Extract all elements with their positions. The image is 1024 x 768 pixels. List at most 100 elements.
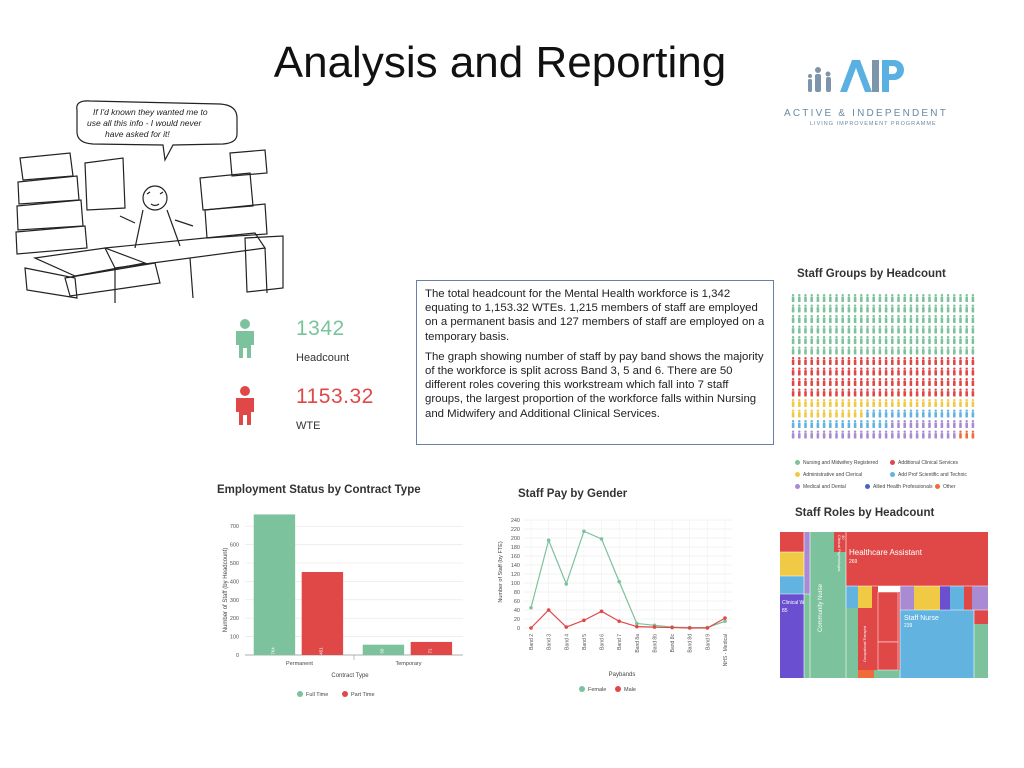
waffle-person <box>841 346 844 355</box>
line-legend-dot[interactable] <box>615 686 621 692</box>
waffle-person <box>971 388 975 397</box>
waffle-person <box>971 315 975 323</box>
line-series[interactable] <box>530 609 726 629</box>
bar[interactable] <box>410 641 453 655</box>
waffle-person <box>847 399 851 407</box>
waffle-person <box>804 325 807 334</box>
line-category-label: Band 3 <box>547 634 553 650</box>
waffle-person <box>878 315 882 323</box>
waffle-person <box>934 430 937 439</box>
line-category-label: Band 8b <box>652 634 658 653</box>
waffle-person <box>884 325 888 334</box>
waffle-person <box>971 294 975 302</box>
waffle-person <box>860 304 863 313</box>
waffle-person <box>940 304 944 313</box>
waffle-person <box>798 336 801 344</box>
waffle-person <box>804 409 807 418</box>
bar-legend-dot[interactable] <box>297 691 303 697</box>
waffle-person <box>903 420 906 428</box>
bar-legend-label[interactable]: Full Time <box>306 692 328 698</box>
line-point[interactable] <box>599 537 604 541</box>
line-point[interactable] <box>617 619 621 624</box>
line-point[interactable] <box>582 618 586 623</box>
line-point[interactable] <box>599 609 604 614</box>
line-point[interactable] <box>546 608 551 612</box>
line-point[interactable] <box>546 538 551 543</box>
legend-dot-icon <box>935 484 940 490</box>
waffle-person <box>909 325 913 334</box>
line-point[interactable] <box>617 579 621 584</box>
line-legend-dot[interactable] <box>579 686 585 692</box>
waffle-person <box>878 346 882 355</box>
line-point[interactable] <box>652 625 657 629</box>
waffle-person <box>798 325 801 334</box>
waffle-person <box>860 378 863 386</box>
waffle-person <box>965 304 968 313</box>
line-point[interactable] <box>582 529 586 534</box>
waffle-person <box>965 430 968 439</box>
waffle-person <box>903 346 906 355</box>
line-point[interactable] <box>723 619 727 624</box>
waffle-person <box>953 325 956 334</box>
waffle-person <box>866 304 869 313</box>
bar[interactable] <box>362 644 405 655</box>
waffle-person <box>965 346 968 355</box>
waffle-legend-item[interactable]: Allied Health Professionals <box>865 484 932 490</box>
line-point[interactable] <box>723 616 727 620</box>
waffle-person <box>953 409 956 418</box>
waffle-person <box>909 294 913 302</box>
waffle-person <box>909 367 913 376</box>
waffle-person <box>915 304 919 313</box>
waffle-legend-item[interactable]: Additional Clinical Services <box>890 460 958 466</box>
line-ytick: 220 <box>511 527 520 533</box>
line-point[interactable] <box>564 625 569 629</box>
waffle-person <box>853 367 857 376</box>
line-legend-label[interactable]: Female <box>588 687 606 693</box>
waffle-legend-item[interactable]: Medical and Dental <box>795 484 846 490</box>
waffle-person <box>922 315 925 323</box>
headcount-value: 1342 <box>296 317 345 340</box>
line-point[interactable] <box>529 626 533 630</box>
waffle-person <box>903 378 906 386</box>
waffle-legend-item[interactable]: Add Prof Scientific and Technic <box>890 472 967 478</box>
waffle-person <box>847 315 851 323</box>
bar-data-label: 56 <box>379 648 384 654</box>
bar-legend-label[interactable]: Part Time <box>351 692 375 698</box>
line-point[interactable] <box>635 624 639 629</box>
line-point[interactable] <box>635 621 639 626</box>
line-point[interactable] <box>687 626 692 630</box>
waffle-person <box>878 367 882 376</box>
legend-dot-icon <box>890 472 895 478</box>
waffle-person <box>928 409 931 418</box>
waffle-person <box>816 388 820 397</box>
waffle-person <box>903 315 906 323</box>
bar[interactable] <box>253 514 296 655</box>
line-series[interactable] <box>530 530 726 629</box>
waffle-person <box>798 346 801 355</box>
bar-legend-dot[interactable] <box>342 691 348 697</box>
line-legend-label[interactable]: Male <box>624 687 636 693</box>
waffle-legend-item[interactable]: Nursing and Midwifery Registered <box>795 460 878 466</box>
waffle-person <box>915 336 919 344</box>
waffle-person <box>891 336 894 344</box>
bar[interactable] <box>301 572 344 655</box>
line-point[interactable] <box>670 625 674 630</box>
waffle-person <box>822 357 826 365</box>
waffle-person <box>847 346 851 355</box>
waffle-person <box>884 378 888 386</box>
waffle-person <box>928 357 931 365</box>
line-point[interactable] <box>564 582 569 586</box>
line-point[interactable] <box>529 605 533 610</box>
legend-dot-icon <box>890 460 895 466</box>
waffle-person <box>791 367 795 376</box>
waffle-person <box>922 378 925 386</box>
waffle-legend-item[interactable]: Other <box>935 484 956 490</box>
waffle-person <box>860 336 863 344</box>
waffle-person <box>835 367 838 376</box>
waffle-person <box>953 367 956 376</box>
waffle-person <box>835 399 838 407</box>
waffle-person <box>922 367 925 376</box>
waffle-legend-item[interactable]: Administrative and Clerical <box>795 472 862 478</box>
waffle-person <box>872 325 875 334</box>
line-point[interactable] <box>705 626 710 630</box>
